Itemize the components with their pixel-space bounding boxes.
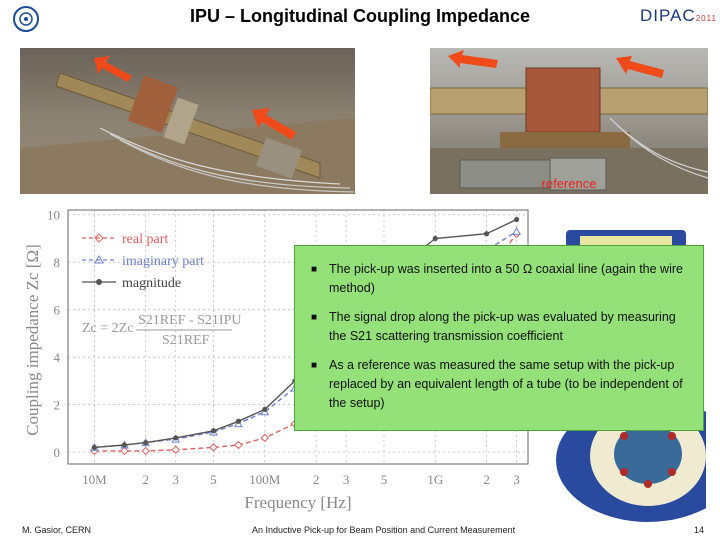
legend-label-mag: magnitude	[122, 276, 181, 291]
data-point	[512, 226, 521, 235]
footer-talk-title: An Inductive Pick-up for Beam Position a…	[252, 525, 516, 535]
legend-marker-mag	[96, 279, 102, 285]
x-tick-label: 2	[483, 472, 490, 487]
y-tick-label: 6	[54, 303, 61, 318]
bullet-item: ■ The signal drop along the pick-up was e…	[309, 308, 691, 346]
bullet-square-icon: ■	[311, 360, 318, 371]
reference-photo	[430, 48, 708, 194]
y-tick-label: 2	[54, 398, 61, 413]
y-tick-label: 10	[47, 208, 60, 223]
data-point	[235, 418, 242, 424]
y-tick-label: 0	[54, 445, 61, 460]
x-tick-label: 5	[381, 472, 388, 487]
orange-arrow-icon	[252, 108, 296, 140]
data-point	[483, 231, 490, 237]
dipac-logo-text: DIPAC	[640, 6, 696, 25]
x-tick-label: 100M	[249, 472, 281, 487]
orange-arrow-icon	[94, 56, 132, 82]
bullet-item: ■ The pick-up was inserted into a 50 Ω co…	[309, 260, 691, 298]
x-axis-label: Frequency [Hz]	[244, 493, 351, 512]
bullet-text: The pick-up was inserted into a 50 Ω coa…	[329, 262, 683, 295]
cern-logo-icon	[8, 4, 44, 34]
formula-numerator: S21REF - S21IPU	[138, 313, 241, 328]
data-point	[120, 446, 129, 456]
bullet-square-icon: ■	[311, 312, 318, 323]
info-box: ■ The pick-up was inserted into a 50 Ω co…	[294, 245, 704, 431]
data-point	[143, 440, 149, 446]
y-tick-label: 4	[54, 350, 61, 365]
data-point	[173, 435, 179, 441]
formula-denominator: S21REF	[162, 333, 210, 348]
data-point	[141, 446, 150, 456]
y-axis-label: Coupling impedance Zc [Ω]	[23, 244, 42, 436]
legend-marker-real	[94, 233, 104, 243]
orange-arrow-icon	[448, 50, 498, 68]
dipac-logo-year: 2011	[695, 14, 717, 23]
footer-author: M. Gasior, CERN	[22, 525, 92, 535]
data-point	[260, 433, 270, 443]
pickup-photo	[20, 48, 355, 194]
x-tick-label: 5	[210, 472, 217, 487]
formula-lhs: Zc = 2Zc	[82, 321, 133, 336]
data-point	[262, 406, 268, 413]
data-point	[210, 428, 217, 434]
data-point	[513, 216, 520, 223]
data-point	[209, 443, 218, 452]
tick-labels: 10M 2 3 5 100M 2 3 5 1G 2 3 0 2 4 6 8 10	[47, 208, 520, 487]
x-tick-label: 3	[172, 472, 179, 487]
bullet-item: ■ As a reference was measured the same se…	[309, 356, 691, 413]
x-tick-label: 1G	[427, 472, 443, 487]
data-point	[171, 445, 180, 454]
data-point	[432, 235, 438, 242]
x-tick-label: 2	[313, 472, 320, 487]
legend: real part imaginary part magnitude	[82, 232, 204, 291]
y-tick-label: 8	[54, 255, 61, 270]
bullet-text: The signal drop along the pick-up was ev…	[329, 310, 676, 343]
orange-arrow-icon	[616, 56, 664, 78]
bullet-text: As a reference was measured the same set…	[329, 358, 683, 410]
data-point	[91, 444, 98, 450]
legend-label-imag: imaginary part	[122, 254, 204, 269]
x-tick-label: 10M	[82, 472, 107, 487]
dipac-logo: DIPAC2011	[640, 6, 716, 28]
x-tick-label: 3	[513, 472, 520, 487]
impedance-formula: Zc = 2Zc S21REF - S21IPU S21REF	[82, 313, 241, 348]
legend-label-real: real part	[122, 232, 168, 247]
slide-title: IPU – Longitudinal Coupling Impedance	[189, 6, 530, 26]
bullet-square-icon: ■	[311, 264, 318, 275]
x-tick-label: 2	[142, 472, 149, 487]
x-tick-label: 3	[343, 472, 350, 487]
page-number: 14	[694, 525, 705, 535]
reference-label: reference	[541, 176, 597, 191]
legend-marker-imag	[94, 254, 104, 264]
data-point	[234, 440, 243, 450]
data-point	[121, 442, 128, 448]
